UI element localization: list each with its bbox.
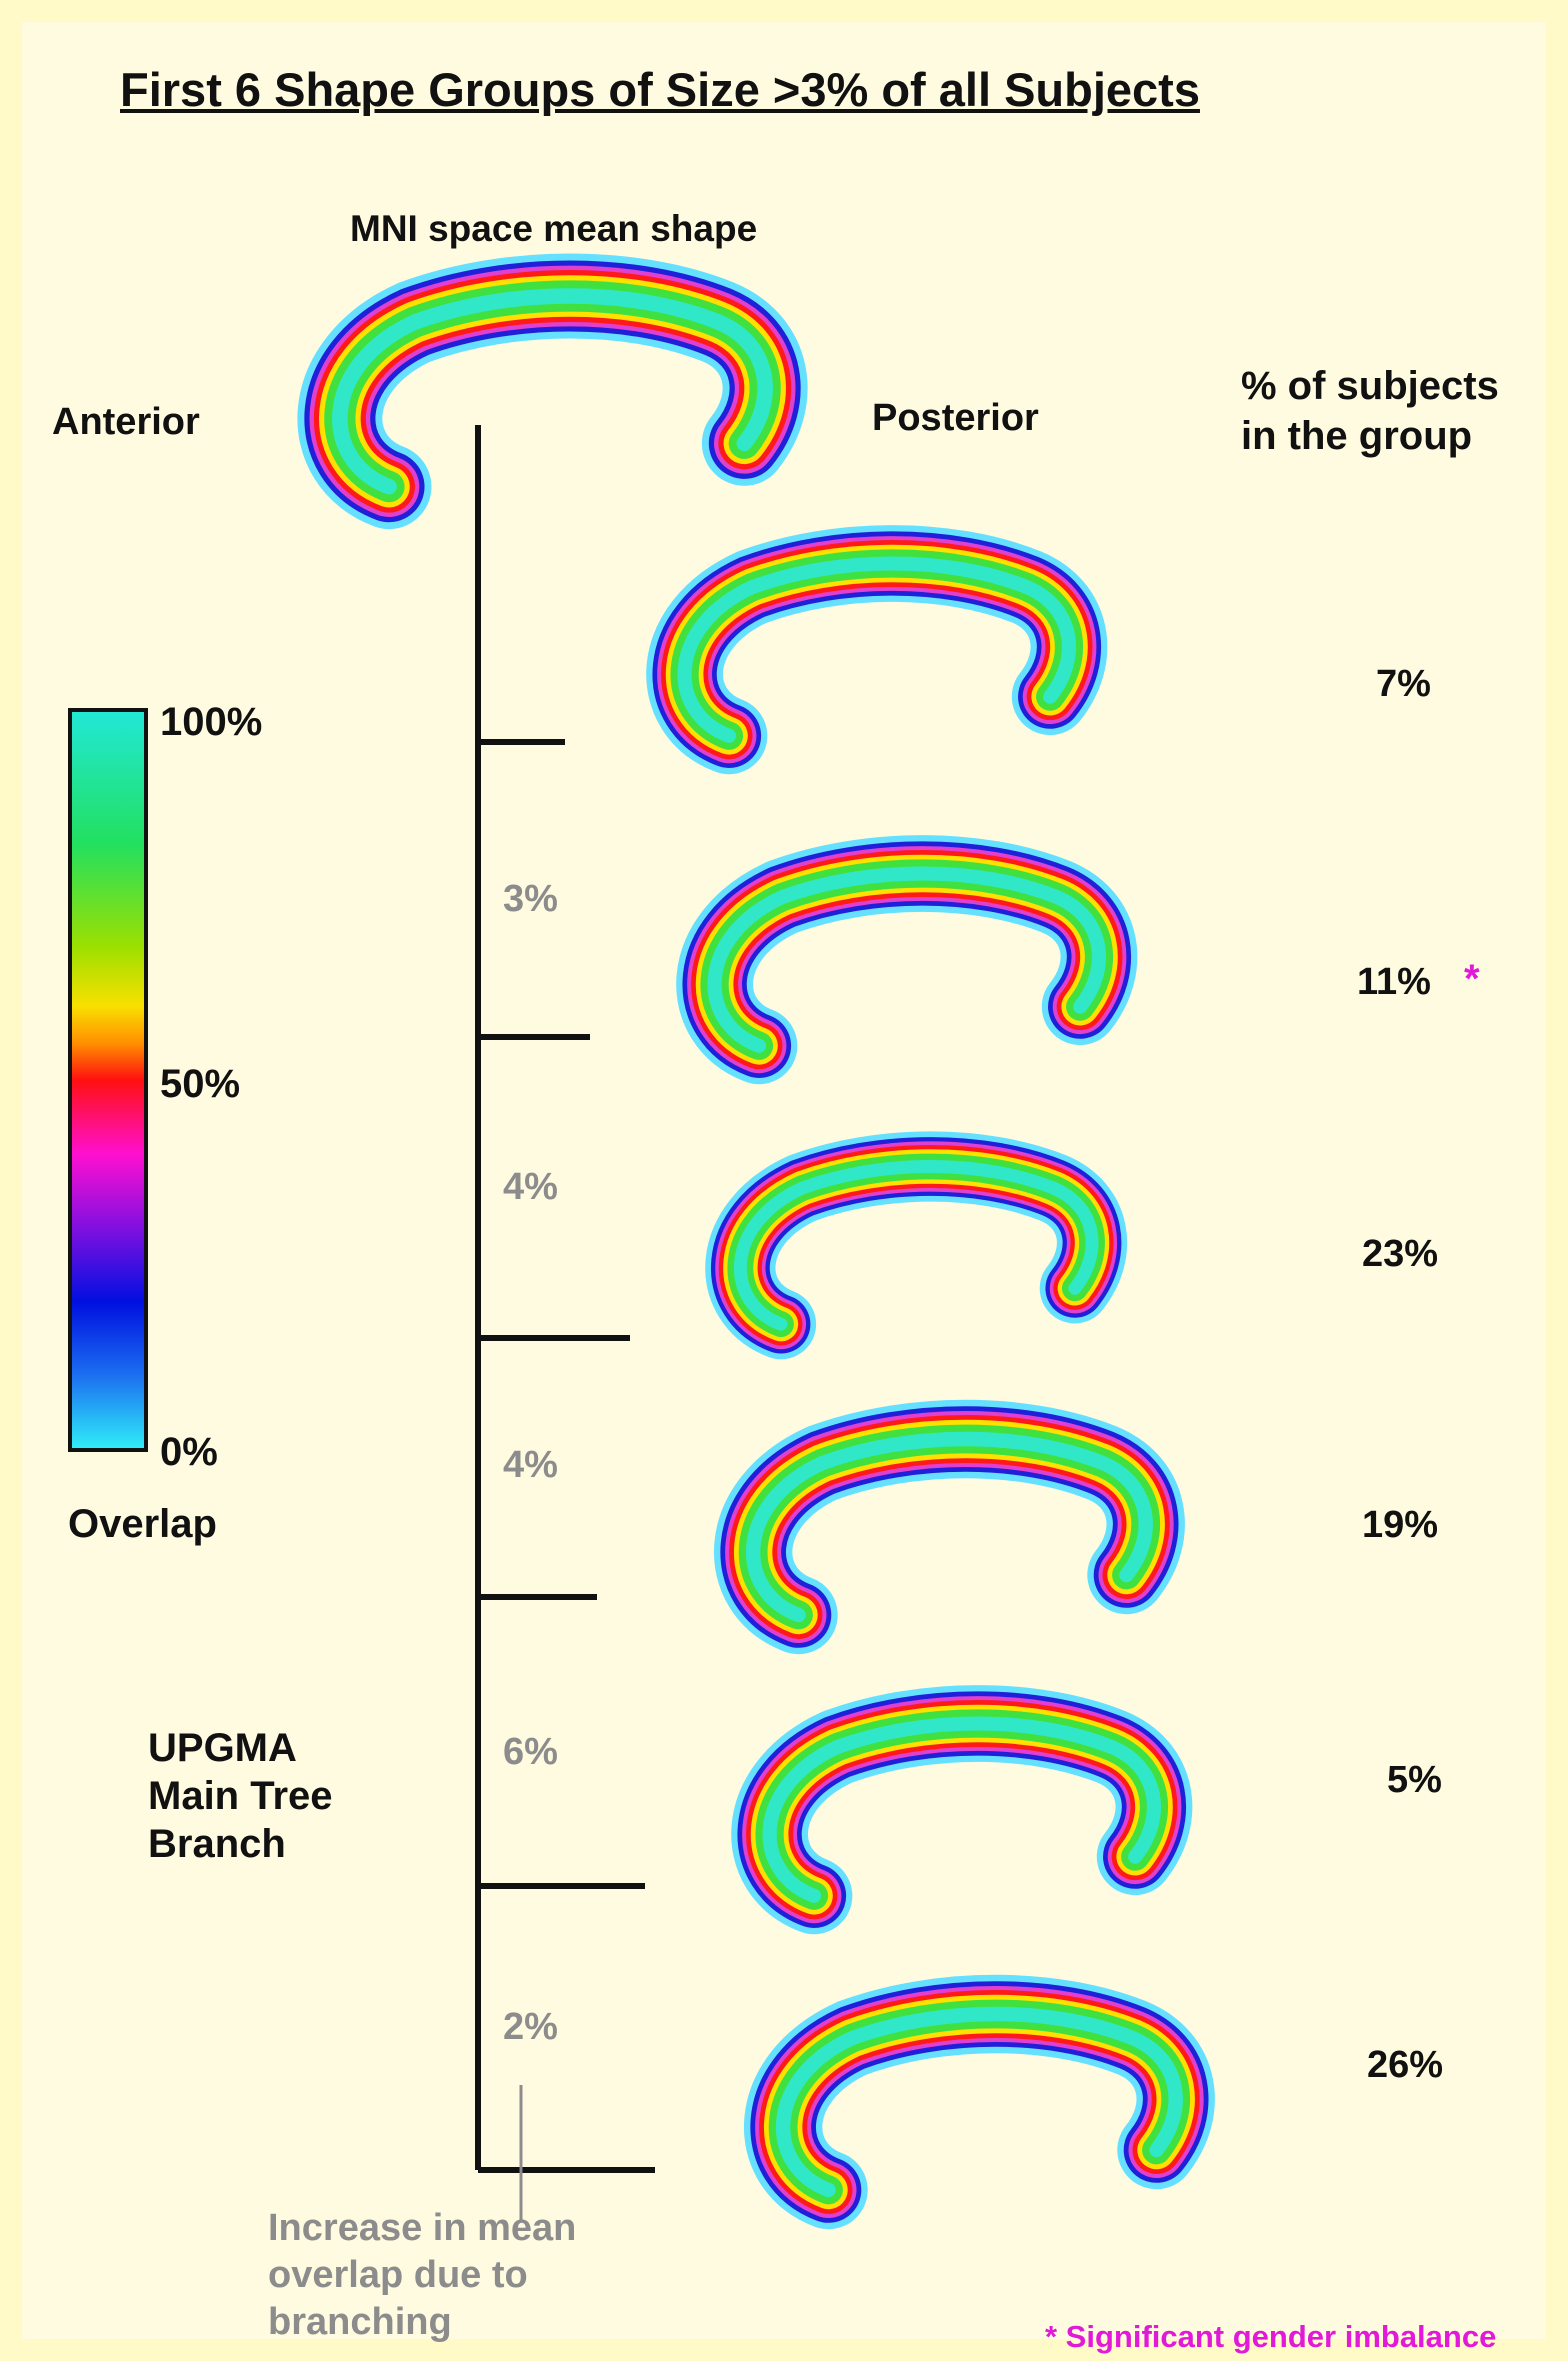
colorbar-caption: Overlap <box>68 1502 217 1546</box>
branching-note-line-1: Increase in mean <box>268 2207 577 2249</box>
anterior-label: Anterior <box>52 401 200 443</box>
posterior-label: Posterior <box>872 397 1039 439</box>
colorbar-tick-0: 0% <box>160 1430 218 1474</box>
colorbar <box>68 708 148 1452</box>
group-5-percent: 5% <box>1387 1759 1442 1801</box>
mean-shape-label: MNI space mean shape <box>350 208 758 249</box>
group-3-percent: 23% <box>1362 1233 1439 1275</box>
group-6-shape-image <box>783 2014 1176 2190</box>
branch-gain-4: 6% <box>503 1731 558 1773</box>
group-2-percent: 11% <box>1357 961 1431 1003</box>
colorbar-tick-50: 50% <box>160 1062 241 1106</box>
group-2-shape-image <box>715 874 1099 1046</box>
tree-label-line-2: Main Tree <box>148 1774 333 1818</box>
branching-note-line-2: overlap due to <box>268 2254 528 2296</box>
upgma-tree <box>475 425 655 2173</box>
colorbar-tick-100: 100% <box>160 700 263 744</box>
group-3-shape-image <box>740 1167 1092 1325</box>
group-1-shape-image <box>685 564 1069 736</box>
branch-gain-5: 2% <box>503 2006 558 2048</box>
tree-label-line-1: UPGMA <box>148 1726 297 1770</box>
branch-gain-1: 3% <box>503 878 558 920</box>
group-5-shape-image <box>770 1724 1154 1896</box>
branch-gain-2: 4% <box>503 1166 558 1208</box>
group-6-percent: 26% <box>1367 2044 1444 2086</box>
branching-note-line-3: branching <box>268 2301 452 2343</box>
column-header-line-1: % of subjects <box>1241 364 1499 408</box>
column-header-line-2: in the group <box>1241 414 1473 458</box>
group-1-percent: 7% <box>1376 663 1431 705</box>
mean-shape-image <box>340 296 765 487</box>
group-4-shape-image <box>753 1439 1146 1615</box>
branch-gain-3: 4% <box>503 1444 558 1486</box>
gender-imbalance-star: * <box>1464 957 1480 1001</box>
tree-label-line-3: Branch <box>148 1822 286 1866</box>
figure-title: First 6 Shape Groups of Size >3% of all … <box>120 63 1200 116</box>
footnote: * Significant gender imbalance <box>1045 2319 1497 2354</box>
group-4-percent: 19% <box>1362 1504 1439 1546</box>
